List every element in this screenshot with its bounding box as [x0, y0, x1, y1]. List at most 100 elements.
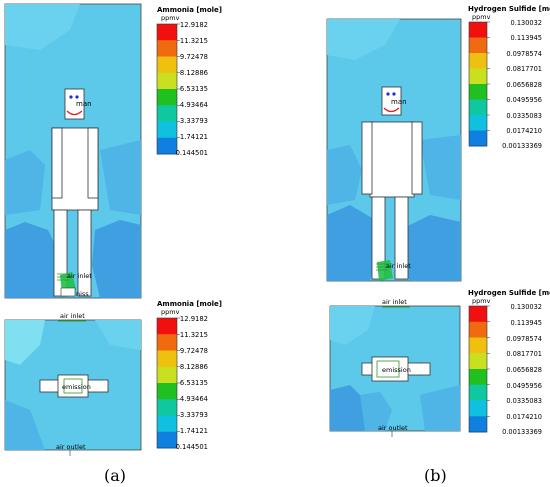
contour-pale-a-bottom-right [95, 320, 141, 350]
colorbar-segment [469, 115, 487, 131]
panel-b-bottom: air inlet emission air outlet [329, 298, 461, 437]
colorbar-segment [157, 334, 177, 351]
man-eye-right-b [392, 92, 396, 96]
man-label: man [76, 100, 92, 108]
colorbar-segment [157, 431, 177, 449]
air-inlet-label-a-top: air inlet [67, 272, 92, 280]
contour-pale-a-bottom [5, 320, 45, 365]
legend-tick-a-bottom-1: 11.3215 [180, 331, 208, 339]
contour-mid-b-top-right [420, 135, 461, 200]
colorbar-segment [469, 416, 487, 433]
legend-a-bottom: Ammonia [mole] ppmv 12.9182 11.3215 9.72… [156, 300, 222, 451]
legend-tick-a-bottom-2: 9.72478 [180, 347, 208, 355]
contour-mid-b-bottom-center [360, 392, 392, 431]
colorbar-segment [157, 366, 177, 384]
legend-ticks-b-bottom: 0.130032 0.113945 0.0978574 0.0817701 0.… [502, 303, 542, 436]
legend-tick-a-bottom-3: 8.12886 [180, 363, 208, 371]
air-inlet-label-a-bottom: air inlet [60, 312, 85, 320]
contour-pale-b-top [327, 19, 400, 60]
legend-tick-b-bottom-8: 0.00133369 [502, 428, 542, 436]
man-figure: man [51, 88, 99, 297]
man-torso-b [369, 121, 415, 198]
legend-tick-b-bottom-3: 0.0817701 [506, 350, 542, 358]
legend-tick-a-bottom-5: 4.93464 [180, 395, 208, 403]
air-outlet-label-b-bottom: air outlet [378, 424, 408, 432]
man-leg-right-b [394, 196, 409, 280]
panel-a-bottom: air inlet emission air outlet [4, 312, 142, 456]
legend-tick-b-top-2: 0.0978574 [506, 50, 542, 58]
contour-deep-b-bottom [330, 385, 370, 431]
colorbar-segment [157, 318, 177, 335]
legend-tick-b-top-5: 0.0495956 [506, 96, 542, 104]
colorbar-segment [157, 399, 177, 416]
legend-tick-a-top-5: 4.93464 [180, 101, 208, 109]
legend-tick-b-top-1: 0.113945 [511, 34, 542, 42]
legend-tick-b-bottom-5: 0.0495956 [506, 382, 542, 390]
legend-title-b-top: Hydrogen Sulfide [mole] [468, 5, 550, 13]
panel-a-top: man air inlet niss [4, 3, 142, 299]
man-mouth-b [383, 107, 400, 113]
legend-unit-b-bottom: ppmv [472, 297, 491, 305]
man-leg-left-b [371, 196, 386, 280]
contour-mid-a-bottom [5, 400, 45, 450]
colorbar-segment [469, 400, 487, 417]
colorbar-segment [469, 337, 487, 354]
contour-deep-b-top-right [398, 215, 461, 281]
colorbar-frame [156, 23, 178, 155]
legend-tick-a-top-0: 12.9182 [180, 21, 208, 29]
air-inlet-label-b-top: air inlet [386, 262, 411, 270]
colorbar-segment [157, 121, 177, 139]
legend-tick-b-bottom-0: 0.130032 [511, 303, 542, 311]
emission-label-a-bottom: emission [62, 383, 91, 391]
contour-deep-b-top [327, 205, 378, 281]
man-eye-left [69, 95, 73, 99]
contour-pale-b-bottom [330, 306, 375, 345]
legend-colorbar-b-bottom [468, 305, 490, 433]
colorbar-segment [157, 72, 177, 90]
legend-tick-b-bottom-7: 0.0174210 [506, 413, 542, 421]
man-arm-left [51, 127, 63, 199]
emission-plume-b [377, 260, 393, 281]
colorbar-segment [157, 415, 177, 433]
body-center-a-bottom [57, 374, 89, 398]
legend-tick-a-bottom-0: 12.9182 [180, 315, 208, 323]
colorbar-segment [469, 306, 487, 323]
panel-b-top: man air inlet [326, 18, 462, 282]
air-outlet-label-a-bottom: air outlet [56, 443, 86, 451]
colorbar-frame [468, 305, 488, 433]
air-inlet-marker-b-top [376, 263, 388, 271]
emission-label-b-bottom: emission [382, 366, 411, 374]
contour-mid-b-top [327, 145, 362, 205]
colorbar-segment [157, 24, 177, 41]
legend-tick-a-top-3: 8.12886 [180, 69, 208, 77]
air-inlet-label-b-bottom: air inlet [382, 298, 407, 306]
legend-colorbar-b-top [468, 21, 490, 147]
legend-tick-a-top-1: 11.3215 [180, 37, 208, 45]
colorbar-segment [469, 84, 487, 100]
legend-tick-b-top-4: 0.0656828 [506, 81, 542, 89]
legend-tick-b-top-0: 0.130032 [511, 19, 542, 27]
colorbar-segment [157, 40, 177, 57]
legend-tick-a-bottom-8: 0.144501 [176, 443, 208, 451]
man-arm-right-b [411, 121, 423, 195]
contour-deep-a-top [5, 222, 60, 298]
colorbar-segment [469, 384, 487, 401]
caption-b: (b) [424, 466, 447, 485]
colorbar-segment [157, 105, 177, 122]
emission-box-a-bottom [63, 378, 83, 394]
legend-tick-a-bottom-6: 3.33793 [180, 411, 208, 419]
man-label-b: man [391, 98, 407, 106]
colorbar-segment [469, 22, 487, 38]
colorbar-segment [157, 383, 177, 400]
legend-tick-a-top-8: 0.144501 [176, 149, 208, 157]
emission-source-a [60, 287, 76, 297]
legend-unit-a-bottom: ppmv [161, 308, 180, 316]
contour-mid-a-top-right [100, 140, 141, 215]
colorbar-segment [469, 53, 487, 69]
man-mouth [66, 110, 83, 116]
contour-mid-a-top [5, 150, 45, 215]
legend-tick-b-top-6: 0.0335083 [506, 112, 542, 120]
legend-tick-b-bottom-1: 0.113945 [511, 319, 542, 327]
air-inlet-marker-a-top [57, 273, 69, 281]
